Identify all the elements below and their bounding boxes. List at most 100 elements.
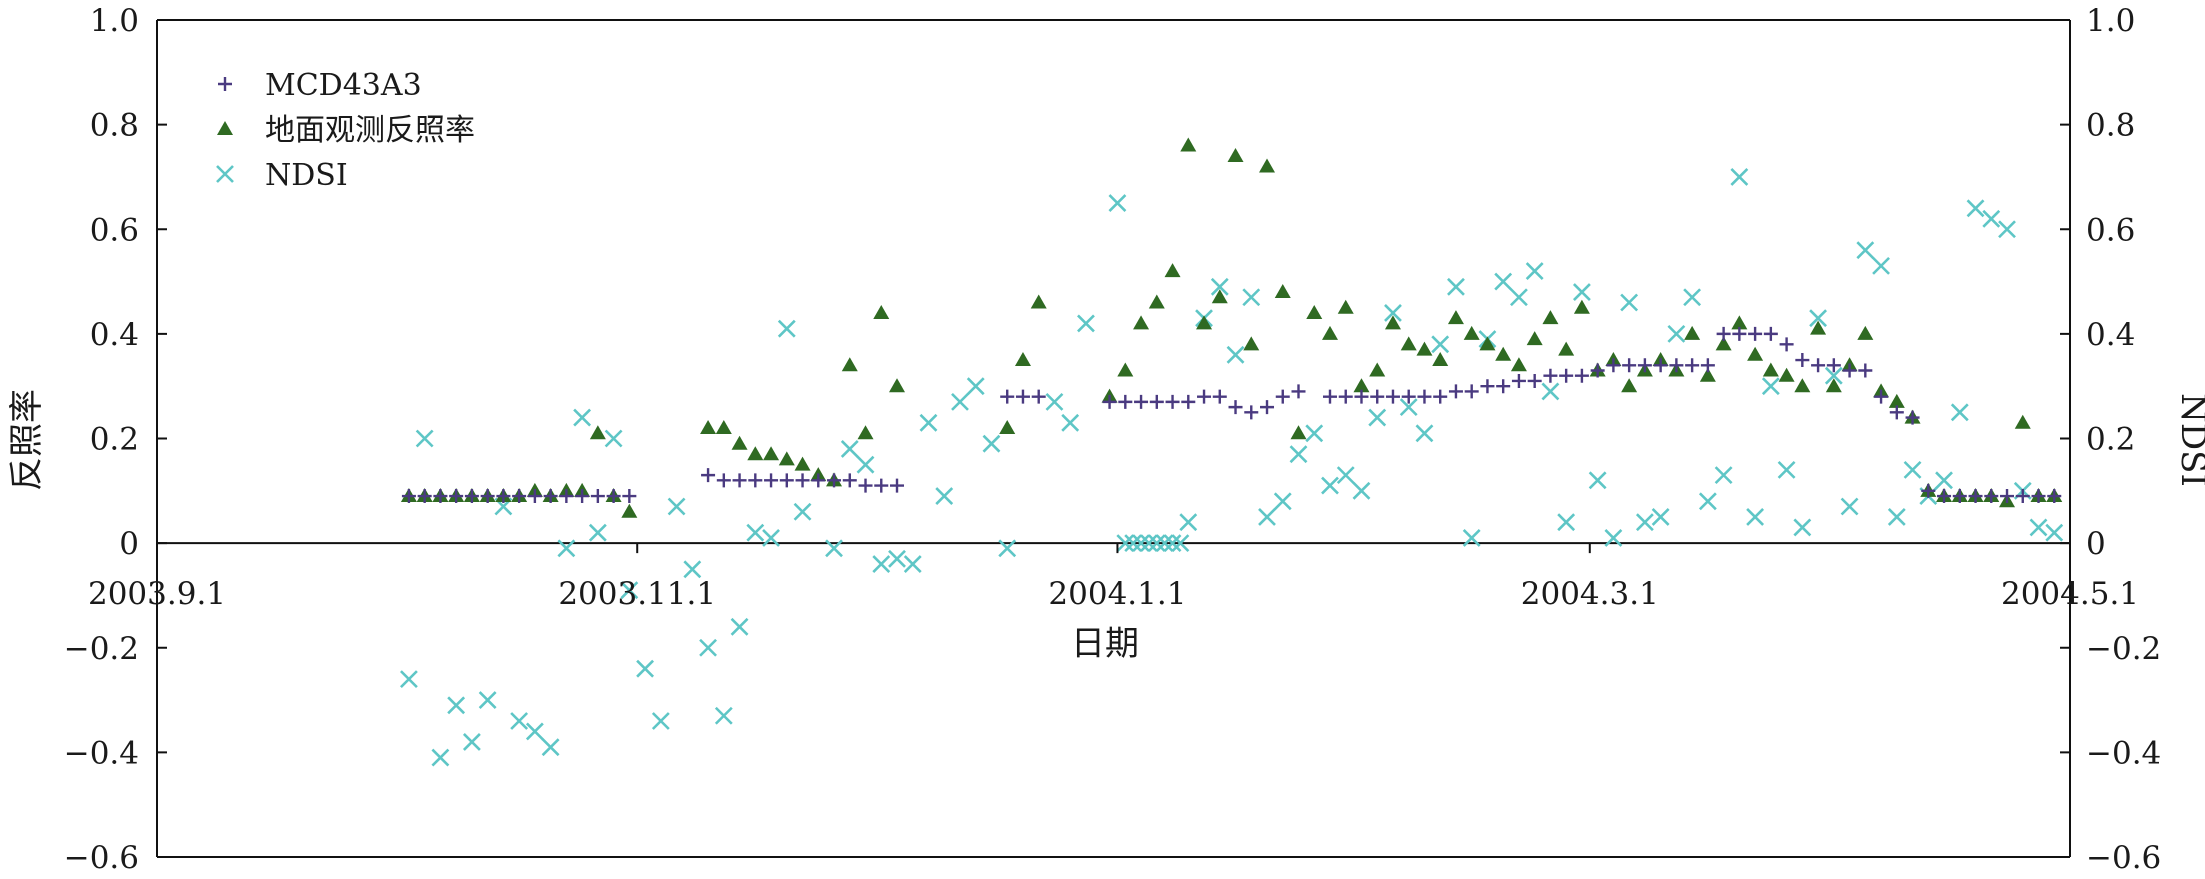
data-point-triangle [1495,346,1512,361]
data-point-plus [1480,379,1495,394]
data-point-plus [2015,489,2030,504]
data-point-triangle [1747,346,1764,361]
series-triangle-group [400,137,2063,518]
data-point-cross [1431,335,1450,354]
data-point-cross [793,502,812,521]
data-point-triangle [1148,294,1165,309]
data-point-plus [1574,368,1589,383]
x-tick-label: 2004.3.1 [1521,576,1659,612]
data-point-cross [1289,445,1308,464]
data-point-plus [606,489,621,504]
data-point-plus [401,489,416,504]
data-point-plus [764,473,779,488]
data-point-plus [559,489,574,504]
data-point-triangle [1857,325,1874,340]
data-point-cross [1635,513,1654,532]
y-right-tick-label: −0.4 [2086,735,2161,771]
data-point-plus [1653,358,1668,373]
data-point-cross [588,523,607,542]
data-point-plus [1149,394,1164,409]
data-point-cross [1541,382,1560,401]
data-point-triangle [747,446,764,461]
data-point-cross [1746,508,1765,526]
data-point-plus [1606,358,1621,373]
data-point-plus [1858,363,1873,378]
data-point-plus [1763,326,1778,341]
data-point-triangle [1558,341,1575,356]
data-point-cross [431,748,450,767]
data-point-cross [1384,304,1402,322]
data-point-cross [1840,497,1859,516]
data-point-cross [1698,492,1717,511]
data-point-triangle [1573,299,1590,314]
data-point-triangle [763,446,780,461]
data-point-plus [1905,410,1920,425]
y-right-axis-ticks: 1.0 0.8 0.6 0.4 0.2 0 −0.2 −0.4 −0.6 [2060,3,2161,876]
data-point-cross [888,549,906,568]
data-point-plus [622,489,637,504]
legend-label-ndsi: NDSI [265,158,348,193]
x-tick-label: 2003.11.1 [558,576,716,612]
data-point-triangle [1306,304,1323,319]
data-point-cross [903,555,922,573]
data-point-triangle [1510,357,1527,372]
data-point-cross [856,455,875,474]
data-point-triangle [1526,331,1543,346]
data-point-cross [1163,534,1182,553]
data-point-triangle [1321,325,1338,340]
data-point-plus [1228,400,1243,415]
data-point-plus [1385,389,1400,404]
data-point-triangle [1227,148,1244,163]
data-point-triangle [1432,352,1449,367]
data-point-cross [1572,283,1591,301]
data-point-triangle [1825,378,1842,393]
legend-plus-icon [218,77,232,91]
data-point-cross [1950,403,1969,422]
data-point-cross [1336,466,1355,485]
data-point-plus [842,473,857,488]
data-point-triangle [1416,341,1433,356]
data-point-triangle [1447,310,1464,325]
data-point-plus [464,489,479,504]
data-point-cross [1155,534,1174,553]
data-point-plus [1118,394,1133,409]
data-point-triangle [1810,320,1827,335]
data-point-triangle [778,451,795,466]
chart-marks [399,137,2064,767]
data-point-cross [1179,513,1198,532]
data-point-plus [890,478,905,493]
data-point-cross [1604,528,1623,547]
data-point-cross [840,440,859,458]
legend-label-ground-albedo: 地面观测反照率 [265,113,475,148]
data-point-cross [557,539,576,558]
y-left-tick-label: 0 [119,526,139,562]
data-point-plus [1779,337,1794,352]
data-point-plus [449,489,464,504]
data-point-triangle [999,420,1016,435]
data-point-triangle [889,378,906,393]
data-point-plus [1748,326,1763,341]
y-right-tick-label: 0 [2086,526,2106,562]
data-point-triangle [1274,284,1291,299]
y-right-axis-title: NDSI [2173,393,2205,487]
data-point-plus [1448,384,1463,399]
x-tick-label: 2004.5.1 [2001,576,2139,612]
data-point-plus [1842,363,1857,378]
data-point-plus [480,489,495,504]
data-point-cross [525,722,544,741]
data-point-plus [1134,394,1149,409]
data-point-triangle [1762,362,1779,377]
x-axis-ticks: 2003.9.1 2003.11.1 2004.1.1 2004.3.1 2004.5.… [88,543,2139,612]
data-point-cross [1557,513,1576,532]
y-right-tick-label: 0.2 [2086,422,2135,458]
legend-item-mcd43a3: MCD43A3 [218,68,422,103]
data-point-cross [1273,492,1292,511]
data-point-cross [1077,314,1095,333]
data-point-plus [1968,489,1983,504]
data-point-triangle [1778,367,1795,382]
data-point-plus [590,489,605,504]
legend-label-mcd43a3: MCD43A3 [265,68,422,103]
data-point-plus [1322,389,1337,404]
data-point-plus [1338,389,1353,404]
